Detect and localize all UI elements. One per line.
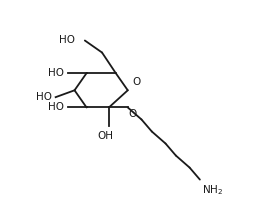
Text: O: O xyxy=(132,77,140,87)
Text: NH$_2$: NH$_2$ xyxy=(202,183,223,197)
Text: HO: HO xyxy=(48,68,64,78)
Text: O: O xyxy=(129,109,137,119)
Text: HO: HO xyxy=(59,35,74,45)
Text: HO: HO xyxy=(48,102,64,112)
Text: HO: HO xyxy=(36,92,52,102)
Text: OH: OH xyxy=(98,131,113,141)
